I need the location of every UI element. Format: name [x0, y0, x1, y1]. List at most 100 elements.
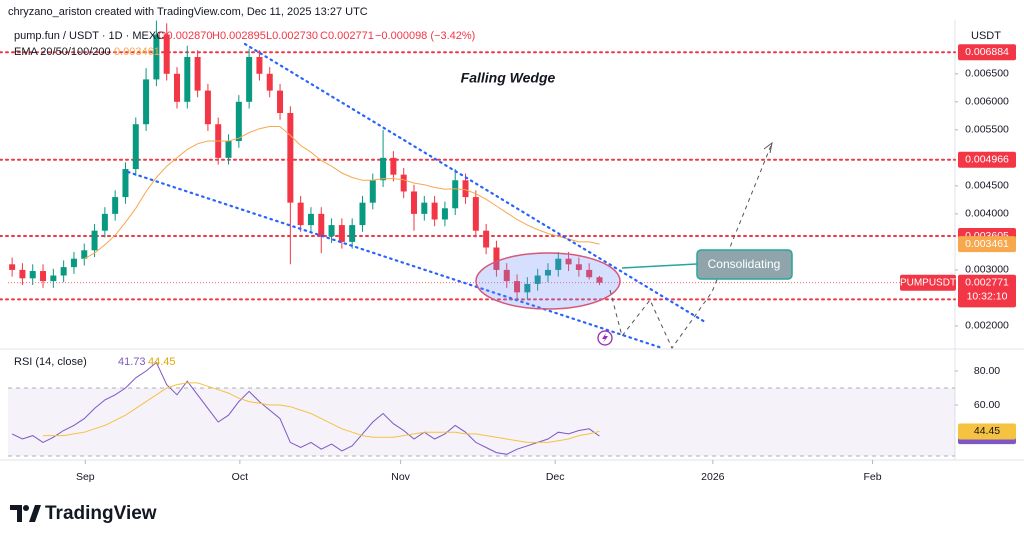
candle-body [19, 269, 26, 279]
wedge-lower-line [126, 170, 664, 350]
plot: 0.002000 0.003000 0.004000 0.004500 0.005500… [0, 20, 1016, 483]
last-price-box [958, 274, 1016, 305]
x-tick-label: Dec [546, 471, 565, 483]
countdown-label: 10:32:10 [967, 291, 1008, 303]
candle-body [132, 124, 139, 170]
rsi-ma-legend-value: 44.45 [148, 356, 176, 368]
candle-body [101, 213, 108, 231]
candle-body [359, 202, 366, 226]
candle-body [287, 113, 294, 203]
candle-body [596, 277, 603, 283]
candle-body [338, 225, 345, 242]
credit: chryzano_ariston created with TradingVie… [8, 6, 368, 18]
symbol-tag-box [900, 274, 956, 291]
candle-body [246, 56, 253, 102]
candle-body [225, 141, 232, 158]
wedge-upper-line [243, 42, 707, 324]
candle-body [369, 180, 376, 203]
candle-body [256, 56, 263, 74]
level-label-box [958, 44, 1016, 61]
rsi-legend-value: 41.73 [118, 356, 146, 368]
candle-body [441, 208, 448, 220]
candle-body [184, 56, 191, 102]
candle-body [462, 180, 469, 198]
candle-body [143, 79, 150, 125]
currency: USDT [971, 30, 1001, 42]
y-tick-label: 0.003000 [965, 264, 1009, 276]
callout-box [696, 249, 793, 280]
y-tick-label: 0.005500 [965, 124, 1009, 136]
x-tick-label: 2026 [701, 471, 725, 483]
ohlc-close: C0.002771 [320, 30, 374, 42]
level-label: 0.004966 [965, 154, 1009, 166]
series-line [11, 361, 600, 455]
candle-body [163, 34, 170, 74]
candle-body [472, 197, 479, 231]
projection-arrowhead [763, 141, 773, 154]
candle-body [431, 202, 438, 220]
callout-pointer [621, 263, 698, 269]
candle-body [204, 90, 211, 125]
candle-body [91, 230, 98, 251]
candle-body [297, 202, 304, 226]
x-tick-label: Nov [391, 471, 410, 483]
candle-body [586, 269, 593, 278]
series-value-label-box [958, 236, 1016, 253]
y-tick-label: 0.006500 [965, 68, 1009, 80]
series-value-label-box [958, 423, 1016, 440]
ohlc-change: −0.000098 (−3.42%) [375, 30, 475, 42]
candle-body [328, 225, 335, 237]
candle-body [524, 283, 531, 293]
level-label: 0.006884 [965, 46, 1009, 58]
symbol-tag: PUMPUSDT [900, 277, 956, 288]
level-label-box [958, 151, 1016, 168]
series-line [84, 126, 600, 260]
candle-body [194, 56, 201, 91]
brand-name: TradingView [45, 503, 157, 524]
candle-body [277, 90, 284, 114]
brand-logo [10, 505, 41, 522]
candle-body [555, 258, 562, 270]
candle-body [575, 264, 582, 270]
ema-legend-value: 0.003461 [114, 46, 160, 58]
candle-body [380, 157, 387, 181]
callout-text: Consolidating [708, 257, 781, 271]
candle-body [318, 213, 325, 237]
event-icon-bolt [602, 333, 608, 343]
candle-body [400, 174, 407, 192]
ohlc-open: O0.002870 [158, 30, 212, 42]
candle-body [421, 202, 428, 214]
candle-body [390, 157, 397, 175]
rsi-band [8, 387, 955, 457]
series-value-label: 0.003461 [965, 238, 1009, 250]
x-tick-label: Feb [864, 471, 882, 483]
ohlc-low: L0.002730 [266, 30, 318, 42]
symbol-title: pump.fun / USDT · 1D · MEXC [14, 30, 164, 42]
series-line [43, 382, 600, 443]
candle-body [40, 271, 47, 282]
series-value-label: 44.45 [974, 425, 1000, 437]
y-tick-label: 0.004500 [965, 180, 1009, 192]
y-tick-label: 0.002000 [965, 320, 1009, 332]
candle-body [60, 267, 67, 276]
candle-body [565, 258, 572, 265]
candle-body [534, 275, 541, 284]
drawings [126, 42, 793, 350]
candle-body [81, 250, 88, 259]
x-tick-label: Sep [76, 471, 95, 483]
candle-body [411, 191, 418, 214]
candle-body [122, 169, 129, 198]
candle-body [235, 101, 242, 142]
pattern-label: Falling Wedge [461, 70, 556, 86]
candle-body [266, 73, 273, 91]
x-tick-label: Oct [232, 471, 248, 483]
candle-body [153, 34, 160, 80]
y-tick-label: 60.00 [974, 399, 1000, 411]
ohlc-high: H0.002895 [212, 30, 266, 42]
y-tick-label: 80.00 [974, 365, 1000, 377]
candle-body [349, 225, 356, 242]
candle-body [9, 264, 16, 270]
candle-body [173, 73, 180, 102]
